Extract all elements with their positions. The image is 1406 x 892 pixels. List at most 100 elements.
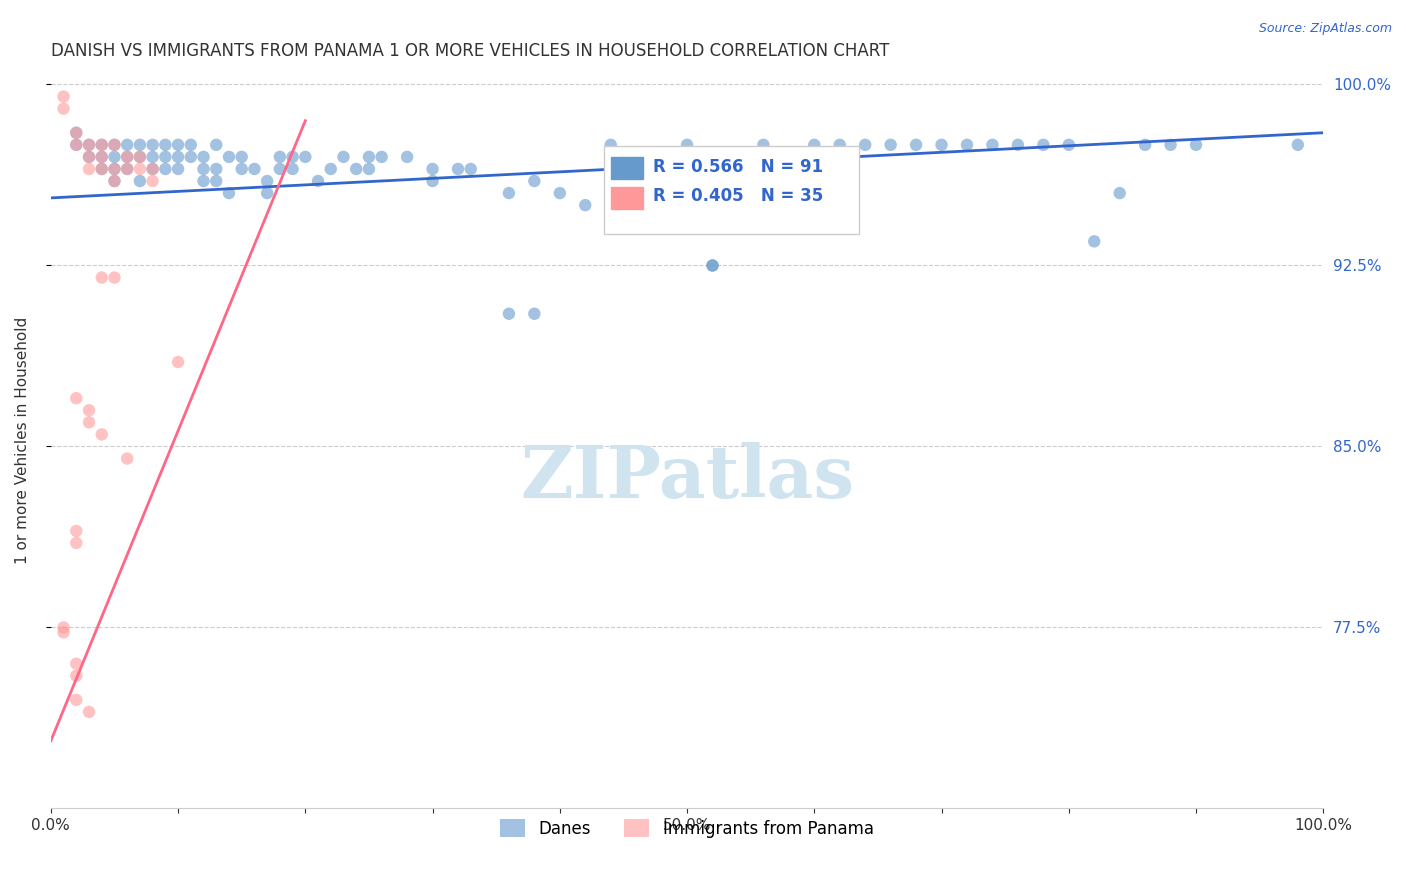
Point	[828, 137, 851, 152]
Point	[103, 270, 125, 285]
Point	[676, 137, 699, 152]
Point	[702, 259, 724, 273]
Point	[155, 161, 177, 176]
Point	[269, 161, 291, 176]
Point	[294, 150, 316, 164]
Point	[77, 705, 100, 719]
Point	[115, 137, 138, 152]
Point	[357, 150, 380, 164]
Point	[90, 427, 112, 442]
Point	[90, 150, 112, 164]
Point	[77, 137, 100, 152]
Point	[931, 137, 953, 152]
Point	[1032, 137, 1054, 152]
Point	[65, 536, 87, 550]
Point	[624, 150, 647, 164]
Point	[905, 137, 928, 152]
Point	[65, 524, 87, 538]
Point	[65, 669, 87, 683]
Point	[1007, 137, 1029, 152]
Point	[103, 161, 125, 176]
Point	[90, 137, 112, 152]
Point	[90, 161, 112, 176]
FancyBboxPatch shape	[610, 186, 643, 209]
Point	[65, 126, 87, 140]
Point	[129, 174, 152, 188]
Point	[956, 137, 979, 152]
Point	[319, 161, 342, 176]
Text: R = 0.566   N = 91: R = 0.566 N = 91	[652, 158, 823, 176]
Point	[115, 161, 138, 176]
Point	[307, 174, 329, 188]
Point	[65, 693, 87, 707]
Point	[370, 150, 392, 164]
Point	[155, 137, 177, 152]
Point	[90, 161, 112, 176]
Point	[129, 150, 152, 164]
Point	[702, 174, 724, 188]
Point	[752, 137, 775, 152]
Point	[142, 161, 165, 176]
Point	[77, 161, 100, 176]
Point	[65, 391, 87, 405]
Point	[1057, 137, 1080, 152]
Point	[103, 137, 125, 152]
Text: Source: ZipAtlas.com: Source: ZipAtlas.com	[1258, 22, 1392, 36]
Point	[231, 150, 253, 164]
Point	[129, 150, 152, 164]
Point	[460, 161, 482, 176]
Point	[103, 174, 125, 188]
Point	[523, 307, 546, 321]
Point	[103, 137, 125, 152]
Point	[129, 137, 152, 152]
Point	[52, 102, 75, 116]
Point	[115, 150, 138, 164]
Point	[651, 150, 673, 164]
FancyBboxPatch shape	[605, 146, 859, 235]
Point	[396, 150, 419, 164]
Point	[90, 270, 112, 285]
Point	[231, 161, 253, 176]
Point	[77, 150, 100, 164]
Point	[447, 161, 470, 176]
Point	[77, 403, 100, 417]
Point	[574, 198, 596, 212]
Point	[1108, 186, 1130, 200]
Point	[498, 186, 520, 200]
Point	[193, 150, 215, 164]
Text: ZIPatlas: ZIPatlas	[520, 442, 853, 513]
Point	[727, 161, 749, 176]
Point	[256, 186, 278, 200]
Point	[103, 161, 125, 176]
Point	[205, 161, 228, 176]
Point	[523, 174, 546, 188]
Point	[218, 150, 240, 164]
Point	[281, 150, 304, 164]
Text: R = 0.405   N = 35: R = 0.405 N = 35	[652, 187, 823, 205]
Point	[77, 415, 100, 429]
Point	[52, 625, 75, 640]
Point	[1160, 137, 1182, 152]
Point	[778, 161, 800, 176]
Point	[180, 150, 202, 164]
Point	[167, 355, 190, 369]
Point	[243, 161, 266, 176]
Point	[115, 150, 138, 164]
Point	[52, 620, 75, 634]
Point	[65, 137, 87, 152]
Point	[853, 137, 876, 152]
Y-axis label: 1 or more Vehicles in Household: 1 or more Vehicles in Household	[15, 317, 30, 564]
Point	[115, 161, 138, 176]
Point	[129, 161, 152, 176]
Point	[1286, 137, 1309, 152]
Point	[344, 161, 367, 176]
Point	[803, 137, 825, 152]
Point	[180, 137, 202, 152]
Point	[90, 137, 112, 152]
Point	[142, 174, 165, 188]
Point	[218, 186, 240, 200]
Point	[142, 137, 165, 152]
Point	[193, 174, 215, 188]
Text: DANISH VS IMMIGRANTS FROM PANAMA 1 OR MORE VEHICLES IN HOUSEHOLD CORRELATION CHA: DANISH VS IMMIGRANTS FROM PANAMA 1 OR MO…	[51, 42, 889, 60]
Point	[103, 150, 125, 164]
